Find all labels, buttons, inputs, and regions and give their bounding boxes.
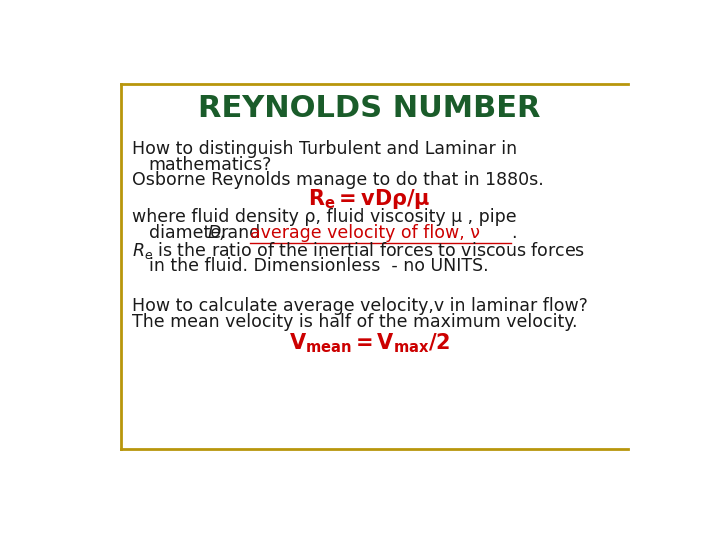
Text: $R_e$ is the ratio of the inertial forces to viscous forces: $R_e$ is the ratio of the inertial force… xyxy=(132,240,585,261)
Text: How to calculate average velocity,v in laminar flow?: How to calculate average velocity,v in l… xyxy=(132,297,588,315)
Text: Osborne Reynolds manage to do that in 1880s.: Osborne Reynolds manage to do that in 18… xyxy=(132,171,544,190)
Text: diameter: diameter xyxy=(148,224,233,242)
Text: mathematics?: mathematics? xyxy=(148,156,272,173)
Text: How to distinguish Turbulent and Laminar in: How to distinguish Turbulent and Laminar… xyxy=(132,140,517,158)
Text: $\mathbf{R_e = vD\rho/\mu}$: $\mathbf{R_e = vD\rho/\mu}$ xyxy=(307,187,431,211)
Text: in the fluid. Dimensionless  - no UNITS.: in the fluid. Dimensionless - no UNITS. xyxy=(148,257,488,275)
Text: The mean velocity is half of the maximum velocity.: The mean velocity is half of the maximum… xyxy=(132,313,577,331)
Text: average velocity of flow, ν: average velocity of flow, ν xyxy=(250,224,480,242)
Text: $\mathbf{V_{mean} = V_{max}/2}$: $\mathbf{V_{mean} = V_{max}/2}$ xyxy=(289,332,449,355)
Text: and: and xyxy=(222,224,266,242)
Text: REYNOLDS NUMBER: REYNOLDS NUMBER xyxy=(198,94,540,123)
Text: .: . xyxy=(511,224,517,242)
Text: D,: D, xyxy=(208,224,227,242)
Text: where fluid density ρ, fluid viscosity μ , pipe: where fluid density ρ, fluid viscosity μ… xyxy=(132,208,516,226)
